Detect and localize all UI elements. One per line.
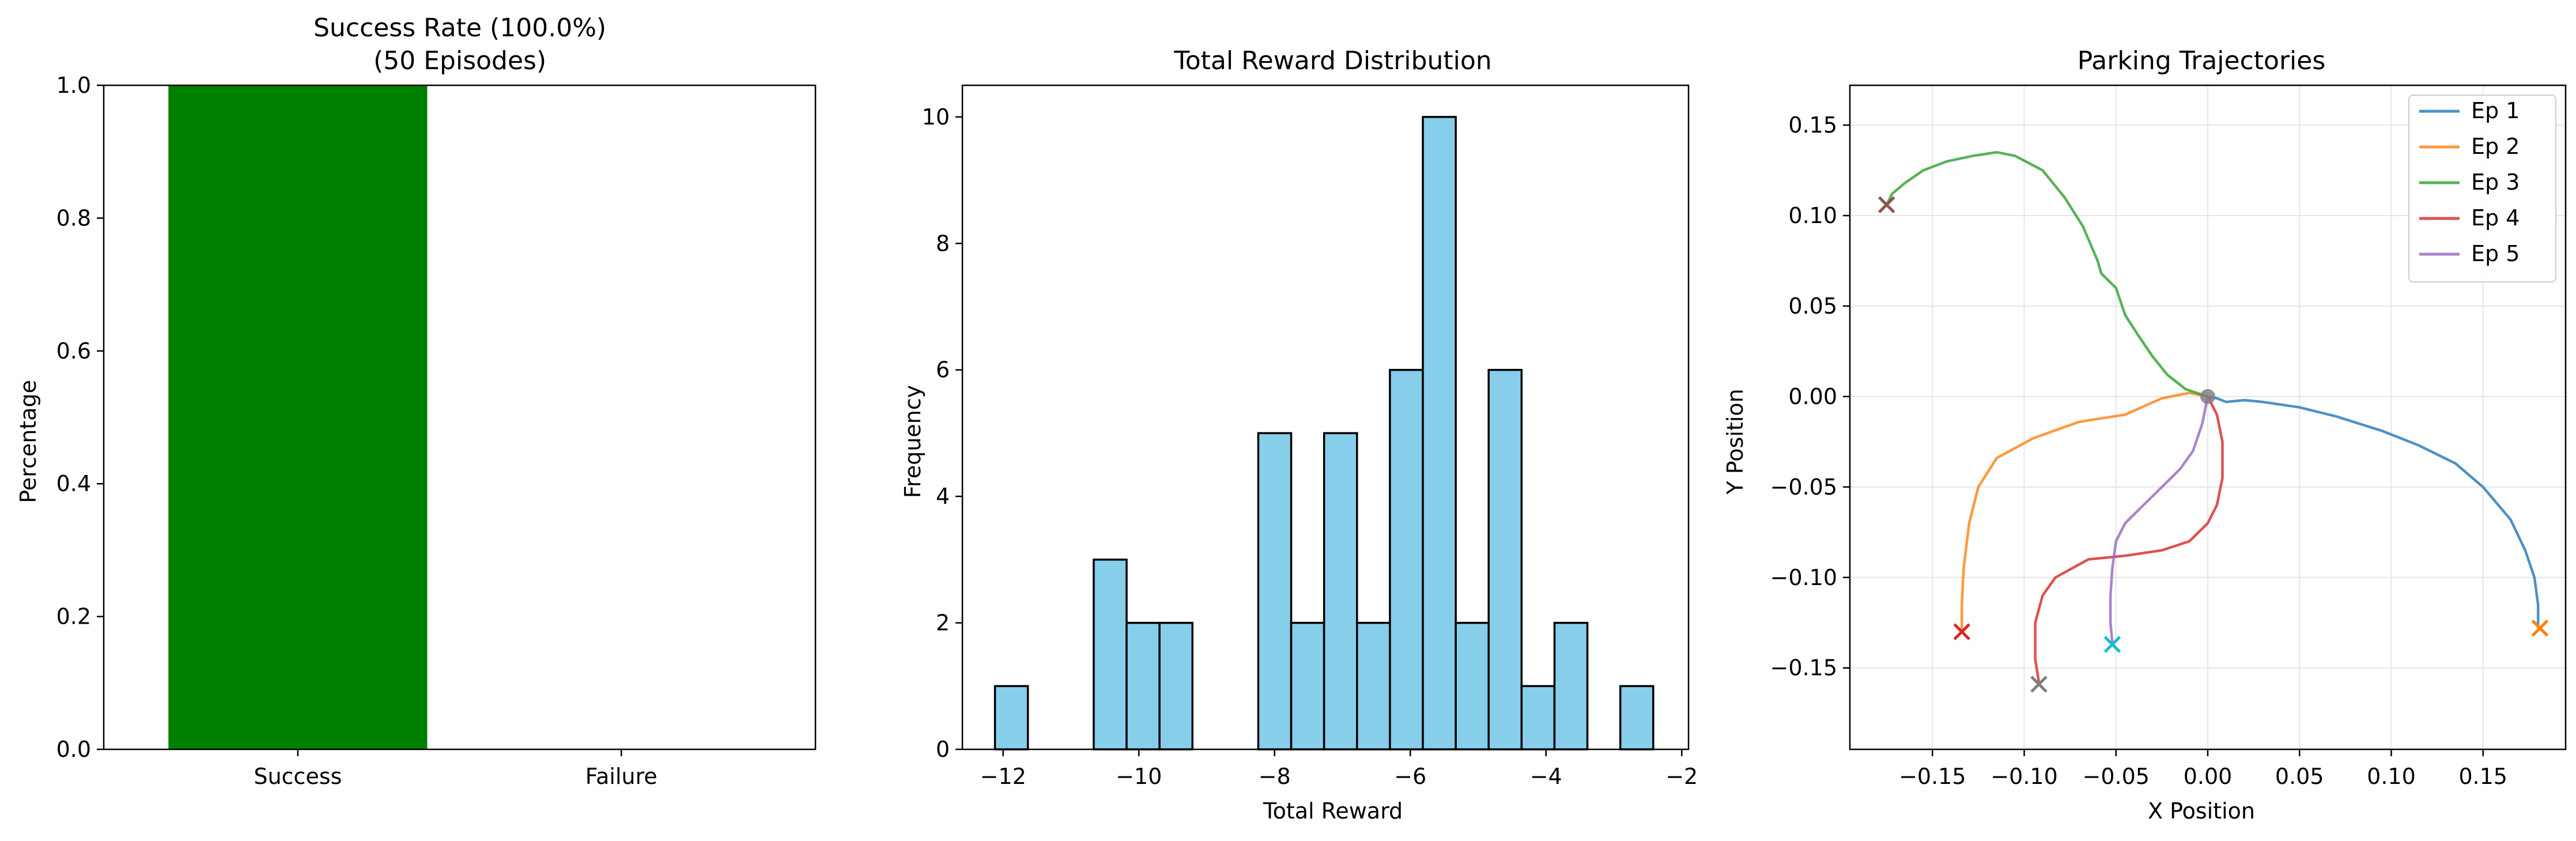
histogram-bar (1619, 685, 1655, 751)
end-marker-ep5 (2103, 636, 2121, 653)
y-tick-label: 4 (936, 484, 950, 509)
y-tick-label: 2 (936, 610, 950, 636)
histogram-bar (1553, 621, 1589, 751)
histogram-bar (1422, 116, 1457, 751)
p2-title: Total Reward Distribution (1173, 46, 1491, 76)
end-marker-ep4 (2030, 676, 2048, 693)
histogram-bar (1257, 432, 1293, 751)
histogram-bar (994, 685, 1029, 751)
histogram-bar (1093, 559, 1128, 751)
reward-histogram-chart: Total Reward Distribution −12 −10 −8 −6 −4 −2… (900, 46, 1698, 824)
legend-label-ep1: Ep 1 (2471, 98, 2520, 123)
trajectory-line-ep4 (2034, 395, 2224, 683)
x-tick-label: −2 (1665, 764, 1698, 789)
histogram-bar (1323, 432, 1358, 751)
p3-title: Parking Trajectories (2078, 46, 2326, 76)
y-tick-label: 0 (936, 737, 950, 762)
trajectory-line-ep1 (2207, 395, 2540, 628)
x-tick-label: −0.15 (1899, 764, 1966, 789)
x-tick-label: Success (254, 764, 342, 789)
legend-label-ep5: Ep 5 (2471, 241, 2520, 266)
end-marker-stroke (2030, 676, 2048, 693)
y-tick-label: 0.15 (1788, 112, 1837, 138)
p1-title-line-2: (50 Episodes) (373, 46, 546, 76)
end-marker-ep2 (1953, 623, 1971, 640)
x-tick-label: 0.10 (2367, 764, 2416, 789)
x-tick-label: −10 (1116, 764, 1162, 789)
legend-label-ep2: Ep 2 (2471, 134, 2520, 159)
y-tick-label: 0.05 (1788, 293, 1837, 319)
histogram-bar (1487, 368, 1523, 751)
y-tick-label: 10 (922, 104, 950, 130)
x-tick-label: 0.05 (2275, 764, 2324, 789)
legend-frame (2408, 95, 2556, 282)
p2-ylabel: Frequency (900, 385, 926, 498)
histogram-bar (1455, 621, 1490, 751)
trajectory-line-ep2 (1961, 391, 2208, 632)
y-tick-label: 0.00 (1788, 384, 1837, 409)
end-marker-stroke (1953, 623, 1971, 640)
y-tick-label: 0.8 (56, 205, 91, 231)
plot-frame (103, 84, 817, 751)
y-tick-label: 1.0 (56, 73, 91, 98)
legend: Ep 1 Ep 2 Ep 3 Ep 4 Ep 5 (2408, 95, 2556, 282)
plot-frame (1849, 84, 2567, 751)
end-marker-stroke (2531, 619, 2549, 637)
start-marker (2200, 389, 2215, 404)
histogram-bar (1158, 621, 1193, 751)
trajectory-line-ep5 (2109, 396, 2209, 643)
end-marker-stroke (1878, 196, 1895, 213)
x-tick-label: −0.10 (1990, 764, 2057, 789)
y-tick-label: 0.6 (56, 338, 91, 364)
y-tick-label: −0.05 (1770, 474, 1837, 500)
y-tick-label: 6 (936, 357, 950, 383)
x-tick-label: 0.00 (2184, 764, 2233, 789)
histogram-bar (1290, 621, 1325, 751)
y-tick-label: −0.10 (1770, 565, 1837, 590)
success-rate-chart: Success Rate (100.0%) (50 Episodes) Succ… (16, 13, 817, 789)
y-tick-label: 8 (936, 231, 950, 256)
end-marker-ep3 (1878, 196, 1895, 213)
x-tick-label: −4 (1530, 764, 1562, 789)
p3-ylabel: Y Position (1723, 389, 1748, 495)
y-tick-label: 0.10 (1788, 203, 1837, 228)
x-tick-label: Failure (586, 764, 658, 789)
histogram-bar (1520, 685, 1556, 751)
y-tick-label: −0.15 (1770, 655, 1837, 681)
x-tick-label: −6 (1394, 764, 1426, 789)
y-tick-label: 0.4 (56, 471, 91, 496)
plot-frame (961, 84, 1690, 751)
histogram-bar (1125, 621, 1161, 751)
legend-label-ep4: Ep 4 (2471, 205, 2520, 231)
end-marker-stroke (2103, 636, 2121, 653)
p1-title-line-1: Success Rate (100.0%) (313, 13, 606, 43)
x-tick-label: −12 (980, 764, 1026, 789)
histogram-bar (1389, 368, 1424, 751)
trajectory-line-ep3 (1885, 150, 2208, 398)
legend-label-ep3: Ep 3 (2471, 169, 2520, 195)
p1-ylabel: Percentage (16, 380, 41, 503)
p3-xlabel: X Position (2148, 798, 2255, 824)
x-tick-label: −0.05 (2083, 764, 2150, 789)
bar (168, 85, 428, 749)
p2-xlabel: Total Reward (1263, 798, 1403, 824)
y-tick-label: 0.2 (56, 604, 91, 629)
x-tick-label: −8 (1259, 764, 1291, 789)
trajectory-chart: Parking Trajectories −0.15 −0.10 −0.05 0.00… (1723, 46, 2567, 824)
x-tick-label: 0.15 (2458, 764, 2507, 789)
end-marker-ep1 (2531, 619, 2549, 637)
histogram-bar (1356, 621, 1391, 751)
y-tick-label: 0.0 (56, 737, 91, 762)
